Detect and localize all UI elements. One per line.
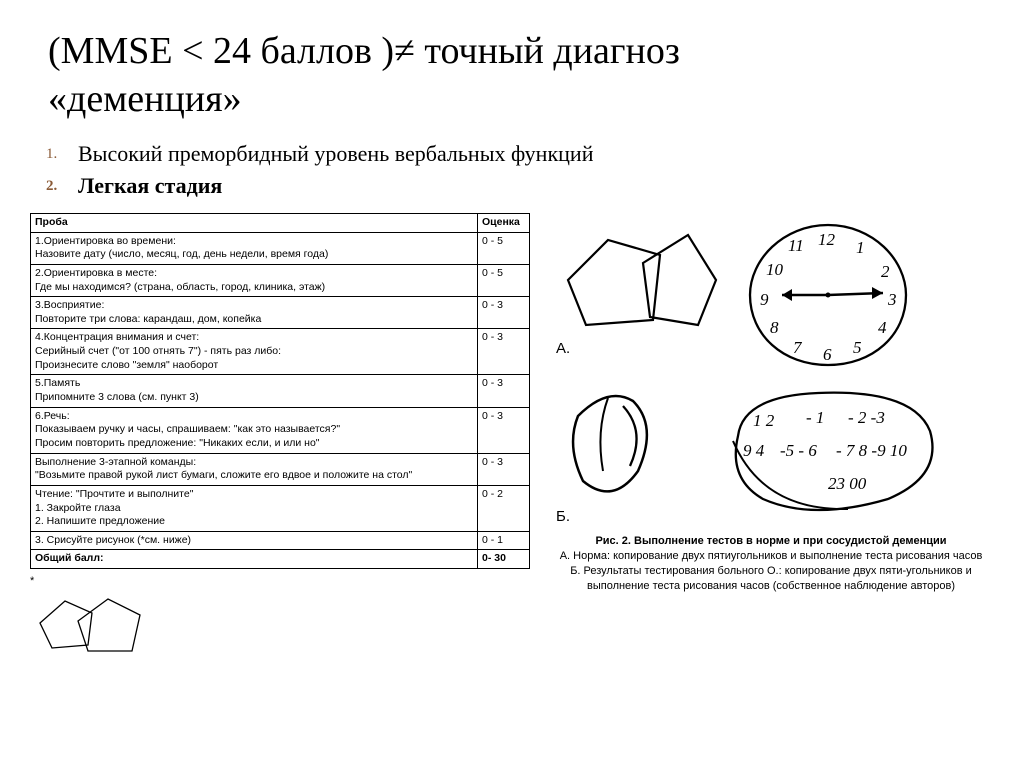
svg-text:10: 10 [766, 260, 784, 279]
caption-title: Рис. 2. Выполнение тестов в норме и при … [548, 534, 994, 549]
table-cell-test: 3. Срисуйте рисунок (*см. ниже) [31, 531, 478, 550]
svg-text:9: 9 [760, 290, 769, 309]
svg-text:- 1: - 1 [806, 408, 824, 427]
svg-text:7: 7 [793, 338, 803, 357]
svg-text:- 2 -3: - 2 -3 [848, 408, 885, 427]
svg-text:6: 6 [823, 345, 832, 364]
caption-line-b: Б. Результаты тестирования больного О.: … [548, 564, 994, 594]
table-cell-score: 0 - 3 [478, 375, 530, 407]
table-cell-score: 0 - 3 [478, 297, 530, 329]
figure-caption: Рис. 2. Выполнение тестов в норме и при … [548, 534, 994, 593]
figures-panel: А. 12 1 2 3 4 5 6 7 8 9 10 11 [548, 213, 994, 668]
list-item: 2. Легкая стадия [78, 173, 1024, 199]
table-cell-score: 0- 30 [478, 550, 530, 569]
svg-text:12: 12 [818, 230, 836, 249]
table-cell-test: 3.Восприятие: Повторите три слова: каран… [31, 297, 478, 329]
svg-text:23 00: 23 00 [828, 474, 867, 493]
svg-text:8: 8 [770, 318, 779, 337]
table-cell-score: 0 - 5 [478, 264, 530, 296]
col-header-score: Оценка [478, 214, 530, 233]
table-cell-test: 4.Концентрация внимания и счет: Серийный… [31, 329, 478, 375]
svg-text:1 2: 1 2 [753, 411, 775, 430]
numbered-list: 1. Высокий преморбидный уровень вербальн… [0, 141, 1024, 213]
svg-text:- 7 8 -9 10: - 7 8 -9 10 [836, 441, 907, 460]
list-item: 1. Высокий преморбидный уровень вербальн… [78, 141, 1024, 167]
svg-text:5: 5 [853, 338, 862, 357]
table-cell-test: 2.Ориентировка в месте: Где мы находимся… [31, 264, 478, 296]
list-number: 2. [46, 178, 57, 195]
fig-b-label: Б. [556, 508, 570, 525]
figure-row-b: Б. 1 2 - 1 - 2 -3 9 4 -5 - 6 - 7 8 -9 10… [548, 376, 994, 526]
table-cell-score: 0 - 3 [478, 407, 530, 453]
caption-line-a: А. Норма: копирование двух пятиугольнико… [548, 549, 994, 564]
table-cell-test: Чтение: "Прочтите и выполните" 1. Закрой… [31, 485, 478, 531]
figure-row-a: А. 12 1 2 3 4 5 6 7 8 9 10 11 [548, 215, 994, 370]
table-cell-test: 6.Речь: Показываем ручку и часы, спрашив… [31, 407, 478, 453]
title-line-1: (MMSE < 24 баллов )≠ точный диагноз [48, 30, 680, 72]
svg-text:1: 1 [856, 238, 865, 257]
svg-text:9 4: 9 4 [743, 441, 765, 460]
footnote-asterisk: * [30, 575, 530, 587]
list-number: 1. [46, 146, 57, 163]
svg-text:2: 2 [881, 262, 890, 281]
table-cell-test: 1.Ориентировка во времени: Назовите дату… [31, 232, 478, 264]
svg-text:4: 4 [878, 318, 887, 337]
table-cell-test: Выполнение 3-этапной команды: "Возьмите … [31, 453, 478, 485]
table-cell-score: 0 - 3 [478, 453, 530, 485]
list-text: Легкая стадия [78, 173, 222, 198]
mmse-table-panel: Проба Оценка 1.Ориентировка во времени: … [30, 213, 530, 668]
clock-patient: 1 2 - 1 - 2 -3 9 4 -5 - 6 - 7 8 -9 10 23… [718, 381, 943, 521]
mmse-table: Проба Оценка 1.Ориентировка во времени: … [30, 213, 530, 569]
svg-text:3: 3 [887, 290, 897, 309]
list-text: Высокий преморбидный уровень вербальных … [78, 141, 593, 166]
svg-text:-5 - 6: -5 - 6 [780, 441, 817, 460]
table-cell-score: 0 - 5 [478, 232, 530, 264]
table-cell-score: 0 - 2 [478, 485, 530, 531]
table-cell-test: Общий балл: [31, 550, 478, 569]
pentagons-patient: Б. [548, 376, 698, 526]
col-header-test: Проба [31, 214, 478, 233]
title-line-2: «деменция» [48, 78, 242, 120]
fig-a-label: А. [556, 340, 570, 357]
clock-normal: 12 1 2 3 4 5 6 7 8 9 10 11 [738, 215, 918, 370]
table-cell-score: 0 - 1 [478, 531, 530, 550]
pentagons-normal: А. [548, 225, 718, 360]
svg-text:11: 11 [788, 236, 804, 255]
slide-title: (MMSE < 24 баллов )≠ точный диагноз «дем… [0, 0, 1024, 135]
table-cell-score: 0 - 3 [478, 329, 530, 375]
table-cell-test: 5.Память Припомните 3 слова (см. пункт 3… [31, 375, 478, 407]
pentagons-figure-small [30, 593, 530, 668]
